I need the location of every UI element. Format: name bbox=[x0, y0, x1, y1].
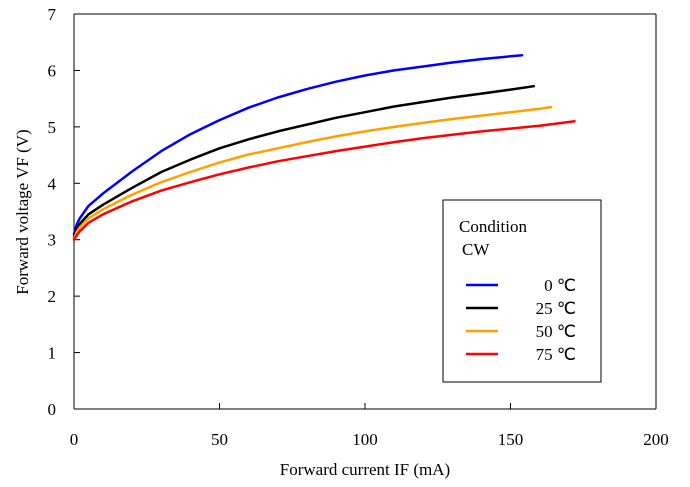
x-tick-label: 50 bbox=[211, 430, 228, 449]
y-tick-label: 6 bbox=[48, 61, 57, 80]
y-tick-label: 4 bbox=[48, 174, 57, 193]
series-line-0 bbox=[72, 53, 524, 236]
y-tick-label: 5 bbox=[48, 118, 57, 137]
legend-subtitle: CW bbox=[462, 240, 490, 259]
legend-label-2: 50 ℃ bbox=[536, 322, 576, 341]
series-line-1 bbox=[72, 84, 536, 239]
legend-label-0: 0 ℃ bbox=[544, 276, 576, 295]
y-tick-label: 0 bbox=[48, 400, 57, 419]
x-tick-label: 100 bbox=[352, 430, 378, 449]
y-tick-label: 7 bbox=[48, 5, 57, 24]
series-line-3 bbox=[72, 119, 576, 241]
x-tick-label: 0 bbox=[70, 430, 79, 449]
x-tick-label: 200 bbox=[643, 430, 669, 449]
y-tick-label: 1 bbox=[48, 344, 57, 363]
x-tick-label: 150 bbox=[498, 430, 524, 449]
y-axis-title: Forward voltage VF (V) bbox=[13, 129, 32, 294]
legend-box bbox=[442, 199, 602, 383]
y-tick-label: 2 bbox=[48, 287, 57, 306]
series-lines bbox=[72, 53, 576, 241]
series-line-2 bbox=[72, 105, 553, 240]
legend-title: Condition bbox=[459, 217, 528, 236]
legend-label-3: 75 ℃ bbox=[536, 345, 576, 364]
legend-entries: 0 ℃ 25 ℃ 50 ℃ 75 ℃ bbox=[466, 276, 576, 364]
y-tick-label: 3 bbox=[48, 231, 57, 250]
legend: Condition CW 0 ℃ 25 ℃ 50 ℃ 75 ℃ bbox=[442, 199, 602, 383]
x-axis-title: Forward current IF (mA) bbox=[280, 460, 450, 479]
ticks: 0 50 100 150 200 0 1 2 3 4 5 6 7 bbox=[48, 5, 669, 449]
legend-label-1: 25 ℃ bbox=[536, 299, 576, 318]
